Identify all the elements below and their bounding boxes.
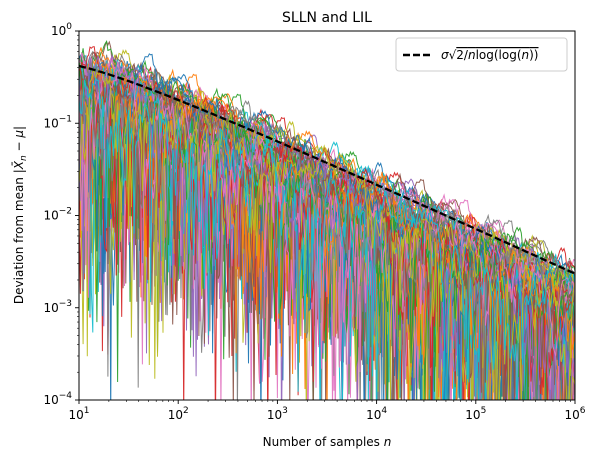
y-axis-label: Deviation from mean |X̄n − μ| [12,126,29,304]
deviation-series-line [79,56,575,400]
x-tick-label: 101 [68,406,89,422]
y-axis-ticks: 10−4 10−3 10−2 10−1 100 [43,22,79,407]
reference-curve-layer [79,64,575,275]
x-axis-ticks: 101 102 103 104 105 106 [68,400,586,422]
x-axis-label: Number of samples n [263,435,392,449]
deviation-series-line [79,75,575,400]
legend-entry-label: σ√2/nlog(log(n)) [441,48,539,62]
deviation-series-line [79,61,575,388]
legend: σ√2/nlog(log(n)) [395,37,568,72]
deviation-series-line [79,76,575,400]
x-tick-label: 104 [366,406,387,422]
x-tick-label: 105 [465,406,486,422]
legend-box [395,37,568,72]
y-tick-label: 100 [51,22,72,38]
series-layer [79,40,575,400]
deviation-series-line [79,61,575,400]
deviation-series-line [79,69,575,400]
reference-curve-line [79,64,575,275]
y-tick-label: 10−1 [43,114,72,130]
chart-title: SLLN and LIL [282,10,372,26]
x-tick-label: 102 [168,406,189,422]
y-tick-label: 10−2 [43,207,72,223]
deviation-series-line [79,53,575,400]
x-tick-label: 103 [267,406,288,422]
y-tick-label: 10−3 [43,299,72,315]
y-tick-label: 10−4 [43,391,72,407]
deviation-series-line [79,89,575,390]
x-tick-label: 106 [564,406,585,422]
